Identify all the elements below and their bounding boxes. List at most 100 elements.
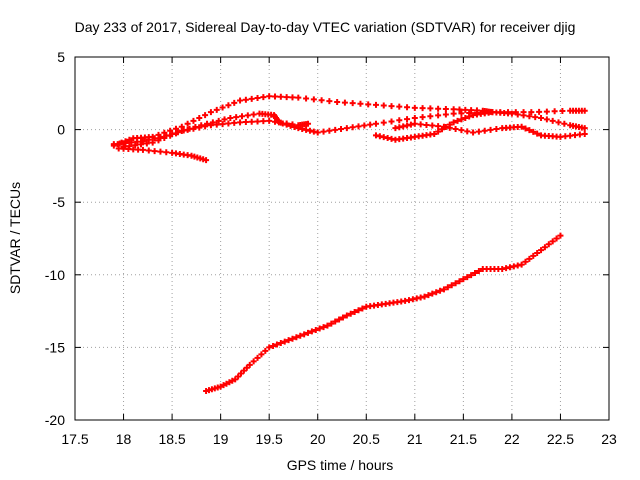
data-point	[318, 97, 325, 104]
data-point	[320, 128, 327, 135]
data-point	[518, 123, 525, 130]
data-point	[427, 113, 434, 120]
data-point	[388, 118, 395, 125]
data-point	[452, 280, 459, 287]
data-point	[411, 104, 418, 111]
data-point	[460, 276, 467, 283]
data-point	[462, 106, 469, 113]
data-point	[470, 129, 477, 136]
data-point	[404, 104, 411, 111]
series-track-1	[110, 93, 496, 149]
data-point	[396, 117, 403, 124]
data-point	[277, 340, 284, 347]
data-point	[289, 121, 296, 128]
data-point	[487, 126, 494, 133]
x-tick-label: 20.5	[353, 431, 380, 447]
data-point	[231, 99, 238, 106]
data-point	[246, 361, 253, 368]
data-point	[429, 290, 436, 297]
data-point	[190, 125, 197, 132]
x-tick-label: 19.5	[256, 431, 283, 447]
data-point	[184, 126, 191, 133]
x-tick-label: 17.5	[61, 431, 88, 447]
data-point	[458, 110, 465, 117]
data-point	[581, 130, 588, 137]
data-point	[202, 112, 209, 119]
x-tick-label: 21.5	[450, 431, 477, 447]
data-point	[522, 258, 529, 265]
data-point	[446, 124, 453, 131]
data-point	[508, 110, 515, 117]
data-point	[285, 337, 292, 344]
data-point	[372, 120, 379, 127]
data-point	[472, 270, 479, 277]
data-point	[549, 238, 556, 245]
data-point	[433, 289, 440, 296]
data-point	[172, 130, 179, 137]
data-point	[161, 135, 168, 142]
data-point	[326, 98, 333, 105]
data-point	[190, 117, 197, 124]
y-tick-label: 5	[57, 49, 65, 65]
data-point	[532, 114, 539, 121]
data-point	[233, 114, 240, 121]
data-point	[151, 148, 158, 155]
data-point	[339, 314, 346, 321]
data-point	[312, 326, 319, 333]
data-point	[332, 318, 339, 325]
data-point	[559, 108, 566, 115]
data-point	[522, 125, 529, 132]
data-point	[456, 106, 463, 113]
data-point	[520, 112, 527, 119]
data-point	[458, 116, 465, 123]
data-point	[530, 128, 537, 135]
data-point	[281, 338, 288, 345]
data-point	[213, 106, 220, 113]
data-point	[355, 123, 362, 130]
data-point	[237, 119, 244, 126]
data-point	[349, 100, 356, 107]
x-tick-label: 21	[407, 431, 423, 447]
data-point	[427, 105, 434, 112]
data-point	[534, 130, 541, 137]
data-point	[380, 119, 387, 126]
data-point	[464, 128, 471, 135]
data-point	[561, 120, 568, 127]
data-point	[528, 109, 535, 116]
data-point	[341, 99, 348, 106]
data-point	[139, 146, 146, 153]
data-point	[254, 354, 261, 361]
data-point	[326, 127, 333, 134]
data-point	[301, 331, 308, 338]
data-point	[553, 235, 560, 242]
data-point	[543, 108, 550, 115]
data-point	[283, 94, 290, 101]
data-point	[454, 117, 461, 124]
data-point	[237, 97, 244, 104]
data-point	[260, 94, 267, 101]
data-point	[314, 129, 321, 136]
data-point	[273, 341, 280, 348]
data-point	[266, 117, 273, 124]
data-point	[464, 274, 471, 281]
x-tick-label: 22	[504, 431, 520, 447]
data-point	[442, 111, 449, 118]
data-point	[343, 312, 350, 319]
data-point	[534, 250, 541, 257]
data-point	[435, 123, 442, 130]
data-point	[530, 252, 537, 259]
data-point	[343, 125, 350, 132]
data-point	[417, 121, 424, 128]
data-point	[334, 99, 341, 106]
data-point	[351, 308, 358, 315]
data-point	[289, 335, 296, 342]
data-point	[227, 114, 234, 121]
data-point	[357, 100, 364, 107]
data-point	[440, 123, 447, 130]
data-point	[283, 120, 290, 127]
data-point	[536, 108, 543, 115]
data-point	[361, 122, 368, 129]
data-point	[270, 342, 277, 349]
data-point	[128, 139, 135, 146]
data-point	[231, 119, 238, 126]
